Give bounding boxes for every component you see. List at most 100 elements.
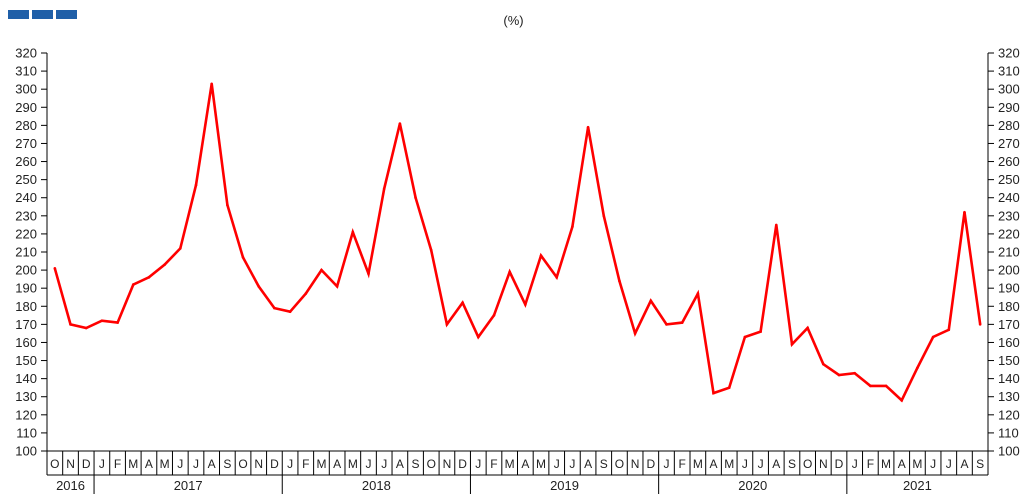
month-label: J <box>852 457 858 471</box>
y-tick-label-right-150: 150 <box>998 353 1020 368</box>
y-tick-label-right-320: 320 <box>998 46 1020 61</box>
data-point <box>476 335 480 339</box>
data-point <box>837 373 841 377</box>
y-tick-label-left-140: 140 <box>15 371 37 386</box>
y-tick-label-right-110: 110 <box>998 425 1019 440</box>
data-point <box>759 330 762 333</box>
y-tick-label-right-270: 270 <box>998 136 1020 151</box>
data-point <box>304 292 308 295</box>
month-label: M <box>128 457 138 471</box>
data-point <box>633 332 637 335</box>
data-point <box>539 254 543 257</box>
data-point <box>288 310 292 314</box>
month-label: A <box>710 457 718 471</box>
data-point <box>194 183 198 187</box>
data-point <box>320 268 323 272</box>
month-label: A <box>960 457 968 471</box>
y-tick-label-left-320: 320 <box>15 46 37 61</box>
year-label-2017: 2017 <box>174 478 203 493</box>
year-label-2020: 2020 <box>738 478 767 493</box>
y-tick-label-right-100: 100 <box>998 444 1020 459</box>
month-label: N <box>819 457 828 471</box>
data-point <box>335 285 339 288</box>
data-point <box>806 326 809 330</box>
y-tick-label-right-170: 170 <box>998 317 1020 332</box>
y-tick-label-left-110: 110 <box>16 425 37 440</box>
month-label: S <box>600 457 608 471</box>
month-label: A <box>898 457 906 471</box>
month-label: F <box>679 457 686 471</box>
data-point <box>367 272 370 276</box>
month-label: D <box>82 457 91 471</box>
month-label: A <box>208 457 216 471</box>
month-label: J <box>742 457 748 471</box>
month-label: J <box>99 457 105 471</box>
y-tick-label-right-120: 120 <box>998 407 1020 422</box>
series-line-0 <box>53 83 982 403</box>
month-label: N <box>254 457 263 471</box>
y-tick-label-right-310: 310 <box>998 64 1020 79</box>
data-point <box>508 270 511 274</box>
data-point <box>727 386 731 389</box>
data-point <box>696 292 700 295</box>
y-tick-label-left-150: 150 <box>15 353 37 368</box>
month-label: O <box>238 457 247 471</box>
data-point <box>869 384 872 388</box>
y-tick-label-right-290: 290 <box>998 100 1020 115</box>
data-point <box>84 326 88 330</box>
data-point <box>947 328 951 332</box>
brand-block-3 <box>56 10 77 19</box>
data-point <box>712 391 715 395</box>
data-point <box>586 125 590 129</box>
data-point <box>900 399 904 402</box>
data-point <box>524 303 527 306</box>
data-point <box>226 203 229 207</box>
y-tick-label-left-220: 220 <box>15 226 37 241</box>
data-point <box>665 323 668 326</box>
y-tick-label-left-210: 210 <box>15 245 37 260</box>
month-label: A <box>396 457 404 471</box>
y-tick-label-right-200: 200 <box>998 263 1020 278</box>
y-tick-label-right-140: 140 <box>998 371 1020 386</box>
data-point <box>414 196 417 200</box>
month-label: F <box>490 457 497 471</box>
month-label: M <box>505 457 515 471</box>
data-point <box>398 122 402 125</box>
month-label: J <box>930 457 936 471</box>
data-point <box>351 230 355 234</box>
data-point <box>147 276 151 279</box>
month-label: M <box>912 457 922 471</box>
y-tick-label-right-250: 250 <box>998 172 1020 187</box>
month-label: N <box>66 457 75 471</box>
month-label: O <box>615 457 624 471</box>
month-label: A <box>145 457 153 471</box>
data-point <box>131 283 135 286</box>
data-point <box>445 323 449 326</box>
data-point <box>571 225 574 228</box>
data-point <box>241 256 245 259</box>
data-point <box>555 276 559 279</box>
data-point <box>853 371 856 375</box>
month-label: F <box>867 457 874 471</box>
month-label: J <box>366 457 372 471</box>
data-point <box>649 299 653 303</box>
month-label: J <box>381 457 387 471</box>
month-label: J <box>287 457 293 471</box>
y-tick-label-right-280: 280 <box>998 118 1020 133</box>
month-label: S <box>412 457 420 471</box>
data-point <box>618 279 621 283</box>
y-tick-label-right-220: 220 <box>998 226 1020 241</box>
y-tick-label-right-240: 240 <box>998 190 1020 205</box>
y-tick-label-left-300: 300 <box>15 82 37 97</box>
month-label: J <box>475 457 481 471</box>
y-tick-label-left-310: 310 <box>15 64 37 79</box>
y-tick-label-left-130: 130 <box>15 389 37 404</box>
month-label: N <box>631 457 640 471</box>
y-tick-label-left-260: 260 <box>15 154 37 169</box>
y-tick-label-right-180: 180 <box>998 299 1020 314</box>
month-label: J <box>193 457 199 471</box>
data-point <box>69 323 72 326</box>
data-point <box>210 82 213 86</box>
data-point <box>884 384 888 388</box>
brand-block-1 <box>8 10 29 19</box>
